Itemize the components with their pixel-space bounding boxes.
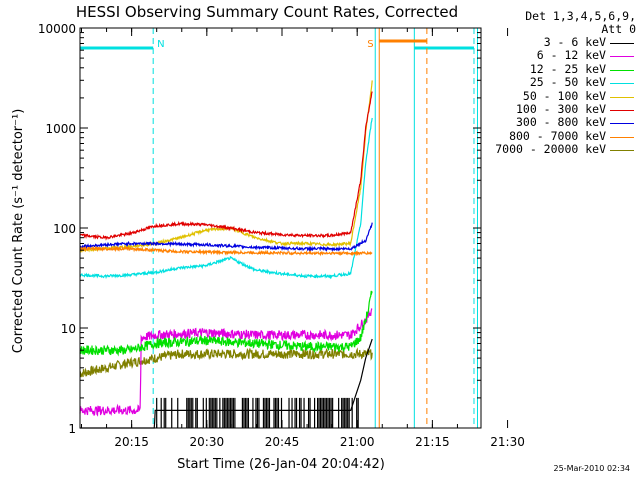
legend-item: 800 - 7000 keV xyxy=(486,128,636,143)
legend-header-line-2: Att 0 xyxy=(601,22,636,36)
legend-swatch xyxy=(610,83,634,85)
series-line-8 xyxy=(79,347,373,378)
legend: Det 1,3,4,5,6,9, Att 0 3 - 6 keV 6 - 12 k… xyxy=(486,10,636,157)
marker-label-s: S xyxy=(367,39,373,50)
legend-item: 100 - 300 keV xyxy=(486,101,636,116)
timestamp: 25-Mar-2010 02:34 xyxy=(553,464,631,473)
series-line-5 xyxy=(79,91,373,241)
legend-label: 6 - 12 keV xyxy=(536,48,606,63)
legend-swatch xyxy=(610,150,634,152)
x-tick-label: 20:45 xyxy=(265,435,300,449)
legend-item: 25 - 50 keV xyxy=(486,75,636,90)
x-axis-label: Start Time (26-Jan-04 20:04:42) xyxy=(177,457,385,472)
legend-label: 25 - 50 keV xyxy=(529,75,606,90)
legend-item: 7000 - 20000 keV xyxy=(486,142,636,157)
series-line-1 xyxy=(79,308,373,417)
series-line-7 xyxy=(79,245,373,257)
y-axis-label: Corrected Count Rate (s⁻¹ detector⁻¹) xyxy=(11,109,26,354)
legend-swatch xyxy=(610,69,634,71)
legend-item: 3 - 6 keV xyxy=(486,35,636,49)
x-tick-label: 21:00 xyxy=(340,435,375,449)
legend-label: 7000 - 20000 keV xyxy=(495,142,606,157)
x-tick-label: 21:30 xyxy=(490,435,525,449)
y-tick-label: 100 xyxy=(53,222,76,236)
legend-label: 100 - 300 keV xyxy=(515,101,606,116)
series-line-6 xyxy=(79,222,373,253)
legend-rows: 3 - 6 keV 6 - 12 keV 12 - 25 keV 25 - 50 ke… xyxy=(486,35,636,157)
x-tick-label: 20:15 xyxy=(114,435,149,449)
legend-label: 3 - 6 keV xyxy=(543,35,606,49)
legend-header-line-1: Det 1,3,4,5,6,9, xyxy=(525,9,636,23)
legend-swatch xyxy=(610,43,634,44)
x-tick-label: 20:30 xyxy=(190,435,225,449)
legend-swatch xyxy=(610,96,634,98)
series-line-3 xyxy=(79,117,373,280)
plot-frame xyxy=(79,27,482,429)
legend-item: 50 - 100 keV xyxy=(486,88,636,103)
legend-label: 12 - 25 keV xyxy=(529,61,606,76)
y-tick-label: 10000 xyxy=(38,22,76,36)
series-line-4 xyxy=(79,80,373,254)
series-line-2 xyxy=(79,290,373,357)
y-tick-label: 1 xyxy=(68,422,76,436)
legend-swatch xyxy=(610,109,634,111)
legend-swatch xyxy=(610,136,634,138)
legend-item: 12 - 25 keV xyxy=(486,61,636,76)
y-tick-label: 1000 xyxy=(45,122,76,136)
legend-item: 6 - 12 keV xyxy=(486,48,636,63)
legend-label: 800 - 7000 keV xyxy=(509,128,606,143)
legend-item: 300 - 800 keV xyxy=(486,115,636,130)
marker-label-n: N xyxy=(157,39,164,50)
chart-title: HESSI Observing Summary Count Rates, Cor… xyxy=(76,3,458,21)
x-tick-label: 21:15 xyxy=(415,435,450,449)
legend-label: 300 - 800 keV xyxy=(515,115,606,130)
legend-label: 50 - 100 keV xyxy=(522,88,606,103)
legend-swatch xyxy=(610,56,634,58)
legend-swatch xyxy=(610,123,634,125)
y-tick-label: 10 xyxy=(61,322,76,336)
y-axis-label-text: Corrected Count Rate (s⁻¹ detector⁻¹) xyxy=(11,109,26,354)
